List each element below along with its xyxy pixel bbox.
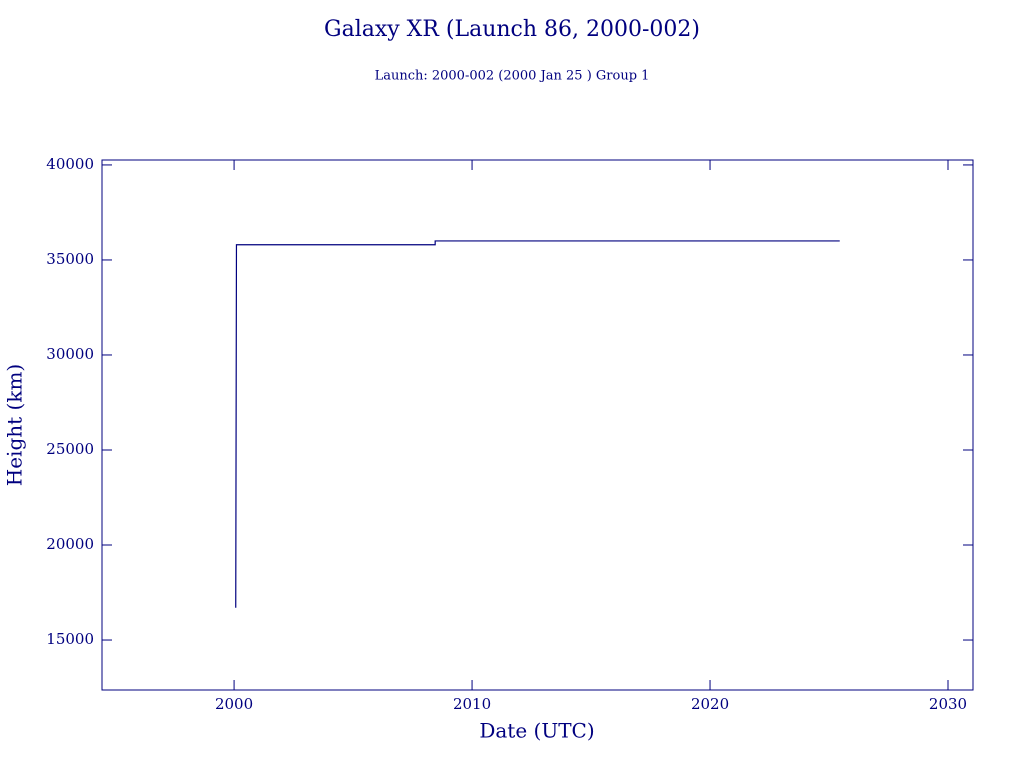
y-tick-label: 20000 xyxy=(46,535,94,553)
x-tick-label: 2000 xyxy=(215,695,253,713)
x-tick-label: 2030 xyxy=(929,695,967,713)
chart-subtitle: Launch: 2000-002 (2000 Jan 25 ) Group 1 xyxy=(375,69,650,84)
y-tick-label: 15000 xyxy=(46,630,94,648)
chart-title: Galaxy XR (Launch 86, 2000-002) xyxy=(324,17,700,42)
plot-frame xyxy=(101,159,974,691)
y-axis-label: Height (km) xyxy=(3,364,27,486)
y-tick-label: 30000 xyxy=(46,345,94,363)
y-tick-label: 35000 xyxy=(46,250,94,268)
data-line xyxy=(235,240,840,608)
y-tick-label: 25000 xyxy=(46,440,94,458)
x-tick-label: 2010 xyxy=(453,695,491,713)
y-tick-label: 40000 xyxy=(46,155,94,173)
x-tick-label: 2020 xyxy=(691,695,729,713)
x-axis-label: Date (UTC) xyxy=(479,719,594,743)
